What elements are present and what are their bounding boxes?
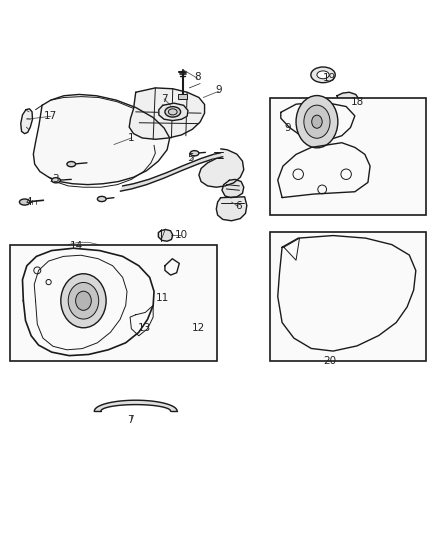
Text: 1: 1 — [128, 133, 135, 143]
Ellipse shape — [67, 161, 76, 167]
Bar — [270, 99, 426, 215]
Ellipse shape — [312, 115, 322, 128]
Ellipse shape — [76, 291, 91, 310]
Text: 6: 6 — [235, 201, 241, 212]
Bar — [10, 245, 217, 361]
Ellipse shape — [52, 177, 60, 183]
Polygon shape — [21, 109, 32, 134]
Text: 10: 10 — [175, 230, 188, 240]
Text: 18: 18 — [351, 97, 364, 107]
Text: 20: 20 — [323, 357, 336, 367]
Text: 4: 4 — [26, 197, 32, 207]
Polygon shape — [222, 180, 244, 198]
Polygon shape — [158, 230, 173, 241]
Polygon shape — [130, 305, 153, 336]
Ellipse shape — [165, 107, 180, 117]
Ellipse shape — [68, 282, 99, 319]
Polygon shape — [34, 255, 127, 350]
Text: 19: 19 — [323, 74, 336, 83]
Ellipse shape — [304, 105, 330, 138]
Bar — [270, 232, 426, 361]
Text: 17: 17 — [44, 111, 57, 121]
Polygon shape — [33, 94, 170, 184]
Ellipse shape — [311, 67, 335, 83]
Polygon shape — [22, 248, 154, 356]
Ellipse shape — [19, 199, 30, 205]
Text: 9: 9 — [215, 85, 222, 95]
Text: 11: 11 — [156, 293, 170, 303]
Text: 5: 5 — [187, 154, 194, 164]
Ellipse shape — [97, 196, 106, 201]
Polygon shape — [124, 287, 187, 295]
Polygon shape — [278, 236, 416, 351]
Polygon shape — [159, 103, 188, 120]
Ellipse shape — [317, 71, 329, 79]
Bar — [178, 94, 187, 99]
Text: 3: 3 — [52, 174, 59, 184]
Polygon shape — [337, 92, 359, 106]
Polygon shape — [129, 88, 205, 139]
Text: 7: 7 — [127, 415, 134, 425]
Ellipse shape — [61, 274, 106, 328]
Text: 7: 7 — [161, 94, 167, 104]
Text: 13: 13 — [138, 324, 151, 333]
Polygon shape — [278, 143, 370, 198]
Polygon shape — [165, 259, 179, 275]
Polygon shape — [121, 152, 223, 191]
Text: 14: 14 — [70, 240, 83, 251]
Text: 9: 9 — [284, 123, 291, 133]
Text: 12: 12 — [192, 324, 205, 333]
Polygon shape — [281, 102, 355, 140]
Ellipse shape — [296, 95, 338, 148]
Polygon shape — [199, 149, 244, 187]
Ellipse shape — [190, 151, 199, 156]
Polygon shape — [216, 197, 247, 221]
Text: 8: 8 — [194, 72, 201, 82]
Polygon shape — [94, 400, 177, 411]
